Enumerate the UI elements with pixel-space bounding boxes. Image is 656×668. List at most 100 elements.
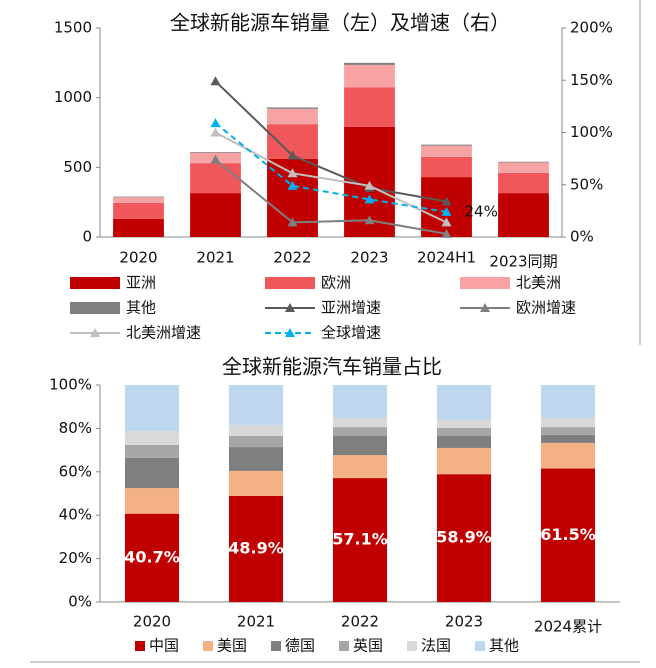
x-tick-label: 2022 (273, 249, 311, 267)
legend-swatch (203, 641, 213, 651)
line (214, 122, 447, 213)
bar-segment (124, 457, 180, 489)
bar-segment (436, 435, 492, 448)
marker (364, 180, 375, 190)
tick-label: 500 (63, 158, 92, 176)
x-tick-label: 2021 (196, 249, 234, 267)
bar-segment (540, 442, 596, 469)
marker (441, 228, 452, 238)
x-tick-label: 2024H1 (417, 249, 476, 267)
bar-segment (498, 162, 549, 173)
bar-segment (228, 470, 284, 496)
bar-segment (228, 447, 284, 471)
bar-segment (124, 513, 180, 602)
bar-segment (267, 108, 318, 125)
bar-segment (498, 193, 549, 237)
legend-swatch (460, 277, 510, 289)
tick-label: 20% (59, 549, 92, 567)
bar-segment (540, 385, 596, 418)
tick-label: 150% (570, 71, 613, 89)
legend-swatch (135, 641, 145, 651)
legend-label: 亚洲增速 (321, 299, 381, 317)
bar-segment (124, 488, 180, 514)
legend-label: 中国 (149, 637, 179, 655)
marker (210, 118, 221, 128)
bar-segment (344, 87, 395, 127)
legend-marker (90, 328, 100, 337)
line (214, 80, 447, 203)
bar-segment (332, 417, 388, 428)
data-label: 57.1% (332, 530, 388, 549)
bar-segment (228, 495, 284, 602)
tick-label: 80% (59, 419, 92, 437)
legend-label: 欧洲 (321, 274, 351, 292)
legend-marker (480, 303, 490, 312)
tick-label: 100% (570, 123, 613, 141)
bar-segment (190, 152, 241, 153)
bar-segment (436, 427, 492, 436)
legend-marker (285, 303, 295, 312)
bar-segment (228, 435, 284, 448)
annotation: 24% (465, 202, 498, 220)
bar-segment (113, 202, 164, 219)
marker (441, 196, 452, 206)
marker (364, 194, 375, 204)
x-tick-label: 2023 (350, 249, 388, 267)
bar-segment (498, 161, 549, 163)
bar-segment (190, 193, 241, 237)
marker (210, 154, 221, 164)
legend-swatch (407, 641, 417, 651)
bar-segment (332, 427, 388, 436)
data-label: 61.5% (540, 525, 596, 544)
marker (287, 217, 298, 227)
marker (210, 127, 221, 137)
bar-segment (332, 455, 388, 479)
bar-segment (344, 62, 395, 65)
legend-swatch (475, 641, 485, 651)
chart-title: 全球新能源车销量（左）及增速（右） (170, 11, 510, 35)
marker (287, 168, 298, 178)
legend-label: 全球增速 (321, 324, 381, 342)
x-tick-label: 2020 (133, 613, 171, 631)
line (214, 158, 447, 235)
bar-segment (267, 107, 318, 109)
bar-segment (124, 444, 180, 458)
data-label: 48.9% (228, 538, 284, 557)
bar-segment (190, 163, 241, 194)
bar-segment (113, 218, 164, 237)
bar-segment (540, 427, 596, 435)
bar-segment (113, 197, 164, 203)
line (215, 131, 447, 224)
bar-segment (540, 434, 596, 443)
bar-segment (228, 385, 284, 425)
legend-label: 美国 (217, 637, 247, 655)
tick-label: 1500 (54, 19, 92, 37)
marker (364, 215, 375, 225)
bar-segment (124, 431, 180, 445)
tick-label: 0 (82, 228, 92, 246)
bar-segment (344, 64, 395, 88)
bar-segment (332, 478, 388, 602)
legend-label: 英国 (353, 637, 383, 655)
tick-label: 60% (59, 462, 92, 480)
bar-segment (540, 468, 596, 602)
bar-segment (124, 385, 180, 432)
legend-label: 欧洲增速 (516, 299, 576, 317)
bar-segment (421, 145, 472, 157)
tick-label: 50% (570, 175, 603, 193)
bar-segment (228, 424, 284, 436)
tick-label: 40% (59, 506, 92, 524)
chart-title: 全球新能源汽车销量占比 (222, 355, 442, 379)
bar-segment (421, 156, 472, 178)
legend-label: 其他 (126, 299, 156, 317)
tick-label: 200% (570, 19, 613, 37)
bar-segment (436, 474, 492, 602)
data-label: 40.7% (124, 547, 180, 566)
x-tick-label: 2022 (341, 613, 379, 631)
bar-segment (436, 385, 492, 420)
tick-label: 0% (570, 228, 594, 246)
tick-label: 1000 (54, 88, 92, 106)
tick-label: 0% (68, 593, 92, 611)
x-tick-label: 2020 (119, 249, 157, 267)
